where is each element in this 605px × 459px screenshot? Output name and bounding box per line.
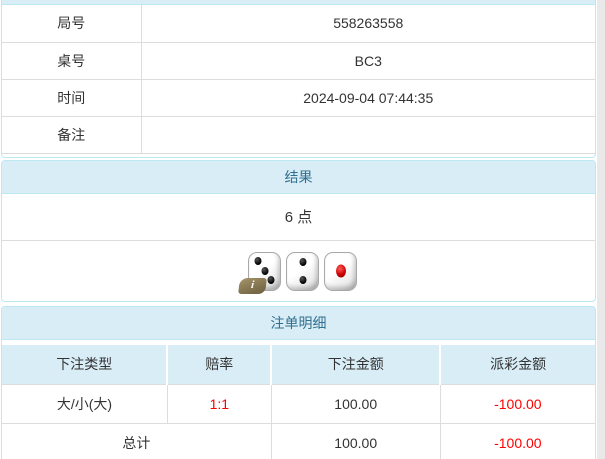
table-row: 时间 2024-09-04 07:44:35 — [2, 79, 595, 117]
info-icon[interactable]: i — [238, 277, 267, 294]
bet-details-heading: 注单明细 — [2, 307, 595, 340]
total-row: 总计 100.00 -100.00 — [2, 422, 595, 459]
col-header-bet-amount: 下注金额 — [270, 345, 441, 384]
table-id-label: 桌号 — [2, 42, 142, 80]
bet-details-table: 下注类型 赔率 下注金额 派彩金额 大/小(大) 1:1 100.00 -100… — [2, 345, 595, 459]
die-pip — [299, 257, 306, 266]
time-label: 时间 — [2, 79, 142, 117]
die-pip — [267, 275, 275, 284]
dice-row: i — [2, 241, 595, 301]
die-pip — [254, 257, 262, 265]
table-row: 备注 — [2, 116, 595, 154]
total-label: 总计 — [2, 422, 272, 459]
game-info-table: 局号 558263558 桌号 BC3 时间 2024-09-04 07:44:… — [2, 5, 595, 154]
round-id-value: 558263558 — [141, 5, 595, 43]
bet-details-panel: 注单明细 下注类型 赔率 下注金额 派彩金额 大/小(大) 1:1 100.00… — [1, 306, 596, 459]
result-points: 6 点 — [2, 194, 595, 241]
die-face-1 — [324, 251, 357, 291]
remark-label: 备注 — [2, 116, 142, 154]
panel-heading-edge — [2, 0, 595, 5]
dice-strip: i — [238, 251, 360, 294]
remark-value — [141, 116, 595, 154]
bet-type-value: 大/小(大) — [2, 383, 168, 423]
col-header-payout: 派彩金额 — [439, 345, 595, 384]
game-info-panel: 局号 558263558 桌号 BC3 时间 2024-09-04 07:44:… — [1, 0, 596, 158]
die-face-2 — [286, 251, 319, 291]
col-header-bet-type: 下注类型 — [2, 345, 168, 384]
table-row: 局号 558263558 — [2, 5, 595, 43]
table-id-value: BC3 — [141, 42, 595, 80]
round-id-label: 局号 — [2, 5, 142, 43]
result-heading: 结果 — [2, 161, 595, 194]
payout-value: -100.00 — [439, 383, 595, 423]
result-panel: 结果 6 点 i — [1, 160, 596, 302]
total-payout: -100.00 — [439, 422, 595, 459]
time-value: 2024-09-04 07:44:35 — [141, 79, 595, 117]
odds-value: 1:1 — [166, 383, 272, 423]
total-bet-amount: 100.00 — [270, 422, 441, 459]
die-pip — [335, 264, 346, 278]
table-row: 大/小(大) 1:1 100.00 -100.00 — [2, 383, 595, 423]
die-pip — [261, 266, 269, 275]
table-header-row: 下注类型 赔率 下注金额 派彩金额 — [2, 345, 595, 384]
table-row: 桌号 BC3 — [2, 42, 595, 80]
die-face-3: i — [238, 251, 281, 294]
page-right-gutter — [597, 0, 605, 459]
die-pip — [299, 276, 306, 285]
col-header-odds: 赔率 — [166, 345, 272, 384]
bet-amount-value: 100.00 — [270, 383, 441, 423]
